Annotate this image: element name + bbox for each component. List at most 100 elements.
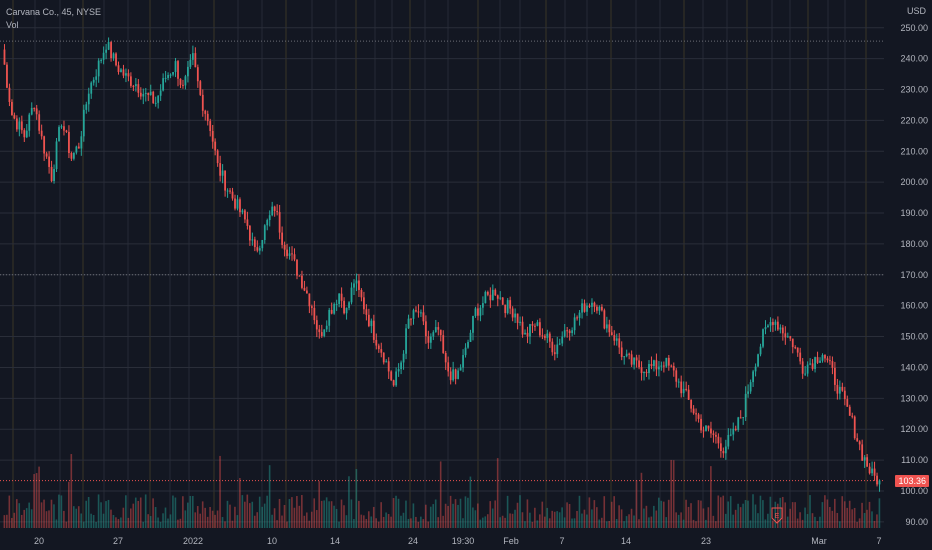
volume-bar (323, 500, 325, 528)
candle-body (834, 367, 836, 385)
candle-body (767, 325, 769, 328)
volume-bar (734, 509, 737, 528)
y-tick-label: 140.00 (900, 362, 928, 372)
candle-body (546, 333, 549, 338)
candle-body (370, 320, 373, 327)
candle-body (732, 428, 735, 435)
volume-bar (139, 497, 142, 528)
y-tick-label: 120.00 (900, 424, 928, 434)
candle-body (677, 381, 680, 383)
candle-body (603, 310, 606, 329)
y-tick-label: 110.00 (901, 455, 928, 465)
candle-body (804, 373, 807, 375)
volume-bar (281, 515, 283, 528)
volume-bar (246, 494, 249, 528)
candle-body (28, 114, 31, 131)
volume-bar (511, 513, 514, 528)
volume-bar (467, 497, 469, 528)
candle-body (638, 360, 640, 368)
y-tick-label: 130.00 (900, 393, 928, 403)
candle-body (154, 102, 157, 104)
volume-bar (184, 510, 187, 528)
volume-bar (115, 517, 117, 528)
volume-bar (633, 515, 635, 528)
candle-body (744, 393, 747, 418)
candle-body (786, 336, 789, 338)
candle-body (856, 438, 859, 442)
candle-body (25, 130, 28, 138)
volume-bar (447, 505, 449, 528)
volume-bar (288, 499, 291, 528)
candle-body (452, 369, 455, 381)
volume-bar (640, 472, 643, 528)
candle-body (248, 225, 251, 241)
candle-body (571, 330, 574, 334)
volume-bar (459, 498, 462, 528)
x-tick-label: 7 (559, 536, 564, 546)
volume-bar (87, 496, 90, 528)
candle-body (385, 361, 388, 363)
candle-body (13, 115, 16, 119)
volume-bar (353, 519, 355, 528)
candle-body (15, 118, 18, 130)
volume-bar (588, 497, 591, 528)
candle-body (650, 363, 653, 367)
volume-bar (546, 507, 549, 528)
candle-body (110, 42, 112, 59)
candle-body (60, 126, 63, 128)
candle-body (283, 244, 286, 250)
candle-body (519, 321, 521, 323)
candle-body (127, 73, 130, 77)
x-tick-label: 27 (113, 536, 123, 546)
volume-bar (48, 510, 50, 528)
volume-bar (350, 499, 353, 528)
candle-body (338, 293, 341, 305)
volume-bar (841, 496, 844, 528)
candle-body (464, 347, 467, 356)
candle-body (712, 433, 715, 435)
candle-body (221, 170, 224, 176)
volume-bar (53, 504, 55, 528)
candle-body (633, 357, 636, 365)
volume-bar (345, 515, 348, 528)
volume-bar (568, 503, 571, 528)
candle-body (605, 324, 608, 329)
candle-body (764, 327, 767, 330)
candle-body (23, 130, 26, 138)
volume-bar (120, 517, 122, 528)
volume-bar (221, 517, 224, 528)
volume-bar (117, 519, 120, 528)
candle-body (794, 347, 797, 349)
candle-body (72, 152, 75, 159)
volume-bar (18, 503, 21, 528)
candle-body (120, 69, 122, 73)
volume-bar (499, 517, 501, 528)
volume-bar (675, 512, 677, 528)
candle-body (539, 322, 541, 336)
candle-body (333, 304, 336, 314)
symbol-title[interactable]: Carvana Co., 45, NYSE (6, 7, 102, 17)
volume-bar (781, 496, 784, 528)
volume-bar (650, 516, 653, 528)
candle-body (734, 428, 737, 430)
candle-body (556, 344, 559, 355)
candle-body (853, 416, 856, 439)
volume-bar (603, 496, 606, 528)
volume-bar (489, 501, 492, 528)
volume-bar (744, 500, 747, 528)
candle-body (439, 329, 442, 336)
volume-bar (330, 501, 333, 528)
volume-bar (610, 501, 613, 528)
volume-bar (415, 516, 417, 528)
volume-bar (739, 507, 742, 528)
candle-body (690, 399, 693, 409)
volume-bar (514, 509, 516, 528)
candle-body (313, 307, 316, 321)
candle-body (266, 220, 269, 226)
volume-bar (55, 519, 58, 528)
volume-bar (479, 519, 482, 528)
volume-indicator-label[interactable]: Vol (6, 20, 19, 30)
x-tick-label: 10 (267, 536, 277, 546)
volume-bar (412, 503, 415, 528)
